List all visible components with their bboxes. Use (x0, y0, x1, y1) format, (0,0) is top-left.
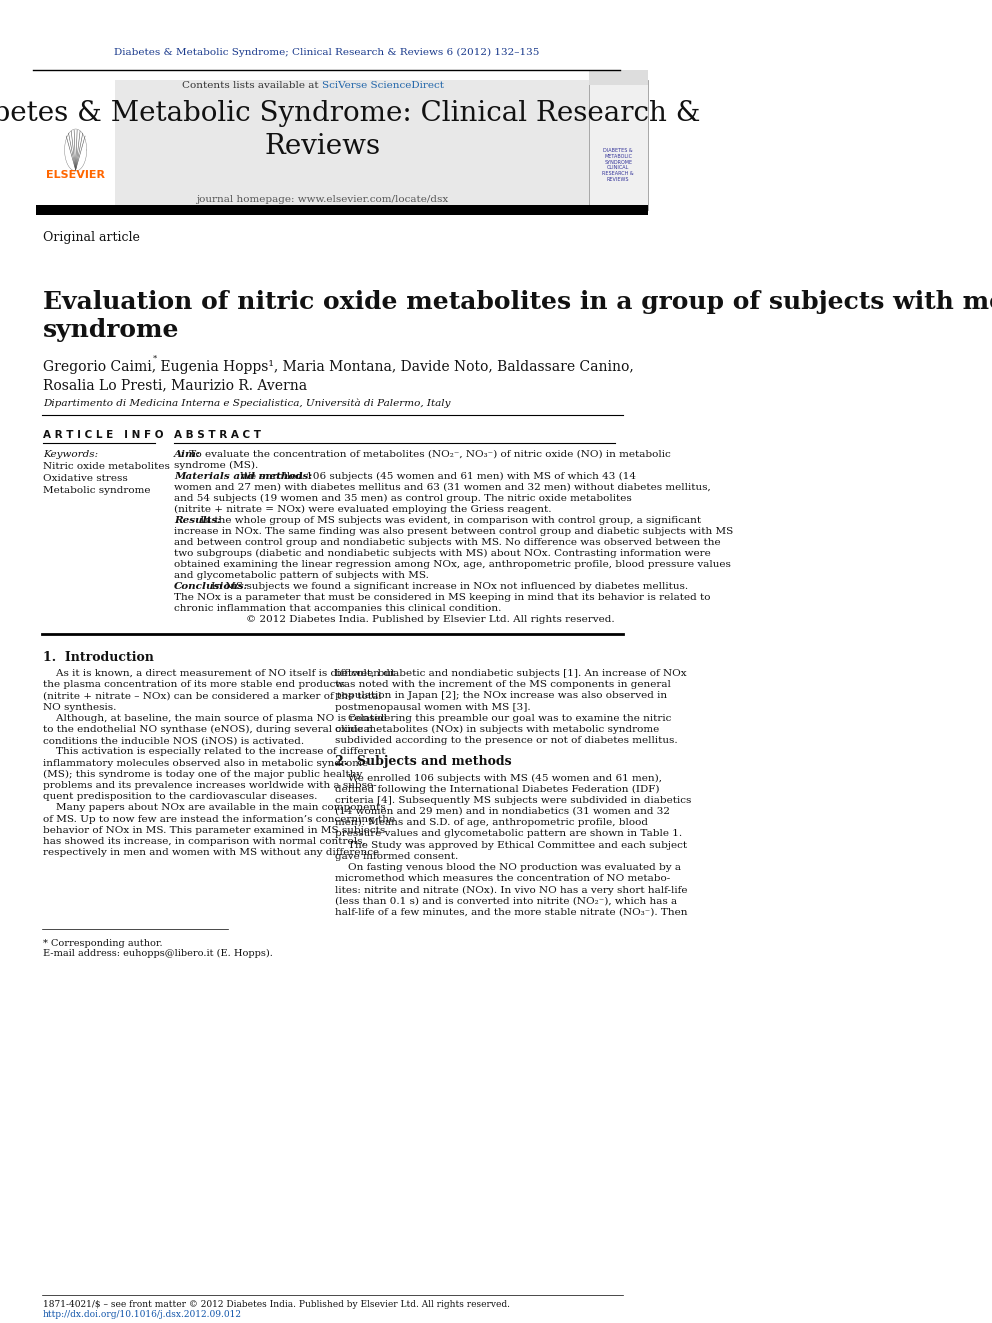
Text: SciVerse ScienceDirect: SciVerse ScienceDirect (322, 81, 444, 90)
Text: respectively in men and women with MS without any difference: respectively in men and women with MS wi… (43, 848, 379, 857)
Text: conditions the inducible NOS (iNOS) is activated.: conditions the inducible NOS (iNOS) is a… (43, 736, 304, 745)
Text: syndrome (MS).: syndrome (MS). (175, 460, 259, 470)
Text: The Study was approved by Ethical Committee and each subject: The Study was approved by Ethical Commit… (335, 840, 687, 849)
Text: Although, at baseline, the main source of plasma NO is related: Although, at baseline, the main source o… (43, 714, 387, 722)
Text: Conclusions:: Conclusions: (175, 582, 249, 591)
Text: ELSEVIER: ELSEVIER (47, 169, 105, 180)
Text: 1871-4021/$ – see front matter © 2012 Diabetes India. Published by Elsevier Ltd.: 1871-4021/$ – see front matter © 2012 Di… (43, 1301, 510, 1308)
Text: Materials and methods:: Materials and methods: (175, 472, 312, 482)
Text: population in Japan [2]; the NOx increase was also observed in: population in Japan [2]; the NOx increas… (335, 692, 668, 700)
Text: A R T I C L E   I N F O: A R T I C L E I N F O (43, 430, 164, 441)
Text: http://dx.doi.org/10.1016/j.dsx.2012.09.012: http://dx.doi.org/10.1016/j.dsx.2012.09.… (43, 1310, 242, 1319)
Text: and glycometabolic pattern of subjects with MS.: and glycometabolic pattern of subjects w… (175, 572, 430, 579)
Text: Evaluation of nitric oxide metabolites in a group of subjects with metabolic
syn: Evaluation of nitric oxide metabolites i… (43, 290, 992, 341)
Text: Metabolic syndrome: Metabolic syndrome (43, 486, 150, 495)
Text: (nitrite + nitrate = NOx) were evaluated employing the Griess reagent.: (nitrite + nitrate = NOx) were evaluated… (175, 505, 552, 515)
Text: Dipartimento di Medicina Interna e Specialistica, Università di Palermo, Italy: Dipartimento di Medicina Interna e Speci… (43, 398, 450, 407)
Text: problems and its prevalence increases worldwide with a subse-: problems and its prevalence increases wo… (43, 781, 376, 790)
Text: Diabetes & Metabolic Syndrome: Clinical Research &
Reviews: Diabetes & Metabolic Syndrome: Clinical … (0, 99, 700, 160)
Text: As it is known, a direct measurement of NO itself is difficult, but: As it is known, a direct measurement of … (43, 669, 395, 677)
Text: and 54 subjects (19 women and 35 men) as control group. The nitric oxide metabol: and 54 subjects (19 women and 35 men) as… (175, 493, 632, 503)
FancyBboxPatch shape (36, 79, 115, 210)
Text: © 2012 Diabetes India. Published by Elsevier Ltd. All rights reserved.: © 2012 Diabetes India. Published by Else… (246, 615, 615, 624)
Text: postmenopausal women with MS [3].: postmenopausal women with MS [3]. (335, 703, 531, 712)
Text: Gregorio Caimi, Eugenia Hopps¹, Maria Montana, Davide Noto, Baldassare Canino,
R: Gregorio Caimi, Eugenia Hopps¹, Maria Mo… (43, 360, 634, 393)
Text: was noted with the increment of the MS components in general: was noted with the increment of the MS c… (335, 680, 672, 689)
FancyBboxPatch shape (36, 79, 588, 210)
Text: * Corresponding author.: * Corresponding author. (43, 939, 163, 949)
FancyBboxPatch shape (36, 205, 648, 216)
Text: Keywords:: Keywords: (43, 450, 98, 459)
Text: behavior of NOx in MS. This parameter examined in MS subjects: behavior of NOx in MS. This parameter ex… (43, 826, 385, 835)
Text: Contents lists available at: Contents lists available at (183, 81, 322, 90)
Text: journal homepage: www.elsevier.com/locate/dsx: journal homepage: www.elsevier.com/locat… (196, 196, 448, 205)
Text: micromethod which measures the concentration of NO metabo-: micromethod which measures the concentra… (335, 875, 671, 884)
Text: between diabetic and nondiabetic subjects [1]. An increase of NOx: between diabetic and nondiabetic subject… (335, 669, 687, 677)
Text: and between control group and nondiabetic subjects with MS. No difference was ob: and between control group and nondiabeti… (175, 538, 721, 546)
Text: (less than 0.1 s) and is converted into nitrite (NO₂⁻), which has a: (less than 0.1 s) and is converted into … (335, 897, 678, 906)
Text: DIABETES &
METABOLIC
SYNDROME
CLINICAL
RESEARCH &
REVIEWS: DIABETES & METABOLIC SYNDROME CLINICAL R… (602, 148, 634, 183)
Text: *: * (153, 355, 157, 363)
Text: gave informed consent.: gave informed consent. (335, 852, 458, 861)
Text: Nitric oxide metabolites: Nitric oxide metabolites (43, 462, 170, 471)
Text: We enrolled 106 subjects (45 women and 61 men) with MS of which 43 (14: We enrolled 106 subjects (45 women and 6… (236, 472, 636, 482)
Text: In the whole group of MS subjects was evident, in comparison with control group,: In the whole group of MS subjects was ev… (196, 516, 701, 525)
Text: Original article: Original article (43, 232, 140, 245)
Text: (MS); this syndrome is today one of the major public healthy: (MS); this syndrome is today one of the … (43, 770, 362, 779)
Text: (nitrite + nitrate – NOx) can be considered a marker of the total: (nitrite + nitrate – NOx) can be conside… (43, 692, 381, 700)
Text: obtained examining the linear regression among NOx, age, anthropometric profile,: obtained examining the linear regression… (175, 560, 731, 569)
Text: 1.  Introduction: 1. Introduction (43, 651, 154, 664)
Text: half-life of a few minutes, and the more stable nitrate (NO₃⁻). Then: half-life of a few minutes, and the more… (335, 908, 687, 917)
Text: of MS. Up to now few are instead the information’s concerning the: of MS. Up to now few are instead the inf… (43, 815, 395, 824)
Text: lites: nitrite and nitrate (NOx). In vivo NO has a very short half-life: lites: nitrite and nitrate (NOx). In viv… (335, 885, 687, 894)
Text: Results:: Results: (175, 516, 221, 525)
Text: In MS subjects we found a significant increase in NOx not influenced by diabetes: In MS subjects we found a significant in… (208, 582, 688, 591)
Text: Oxidative stress: Oxidative stress (43, 474, 128, 483)
Text: chronic inflammation that accompanies this clinical condition.: chronic inflammation that accompanies th… (175, 605, 502, 613)
Text: 2.  Subjects and methods: 2. Subjects and methods (335, 755, 512, 769)
FancyBboxPatch shape (588, 70, 648, 85)
Text: Many papers about NOx are available in the main components: Many papers about NOx are available in t… (43, 803, 386, 812)
Text: men). Means and S.D. of age, anthropometric profile, blood: men). Means and S.D. of age, anthropomet… (335, 818, 649, 827)
Text: increase in NOx. The same finding was also present between control group and dia: increase in NOx. The same finding was al… (175, 527, 733, 536)
Text: A B S T R A C T: A B S T R A C T (175, 430, 261, 441)
Text: (14 women and 29 men) and in nondiabetics (31 women and 32: (14 women and 29 men) and in nondiabetic… (335, 807, 671, 816)
Text: criteria [4]. Subsequently MS subjects were subdivided in diabetics: criteria [4]. Subsequently MS subjects w… (335, 796, 691, 804)
Text: We enrolled 106 subjects with MS (45 women and 61 men),: We enrolled 106 subjects with MS (45 wom… (335, 774, 663, 782)
Text: has showed its increase, in comparison with normal controls,: has showed its increase, in comparison w… (43, 837, 365, 845)
Text: defined following the International Diabetes Federation (IDF): defined following the International Diab… (335, 785, 660, 794)
Text: E-mail address: euhopps@libero.it (E. Hopps).: E-mail address: euhopps@libero.it (E. Ho… (43, 949, 273, 958)
Text: subdivided according to the presence or not of diabetes mellitus.: subdivided according to the presence or … (335, 736, 679, 745)
Text: oxide metabolites (NOx) in subjects with metabolic syndrome: oxide metabolites (NOx) in subjects with… (335, 725, 660, 734)
Text: On fasting venous blood the NO production was evaluated by a: On fasting venous blood the NO productio… (335, 863, 682, 872)
Text: This activation is especially related to the increase of different: This activation is especially related to… (43, 747, 385, 757)
Text: women and 27 men) with diabetes mellitus and 63 (31 women and 32 men) without di: women and 27 men) with diabetes mellitus… (175, 483, 711, 492)
Text: inflammatory molecules observed also in metabolic syndrome: inflammatory molecules observed also in … (43, 758, 368, 767)
Text: NO synthesis.: NO synthesis. (43, 703, 116, 712)
Text: The NOx is a parameter that must be considered in MS keeping in mind that its be: The NOx is a parameter that must be cons… (175, 593, 711, 602)
Text: pressure values and glycometabolic pattern are shown in Table 1.: pressure values and glycometabolic patte… (335, 830, 682, 839)
Text: To evaluate the concentration of metabolites (NO₂⁻, NO₃⁻) of nitric oxide (NO) i: To evaluate the concentration of metabol… (186, 450, 671, 459)
Text: to the endothelial NO synthase (eNOS), during several clinical: to the endothelial NO synthase (eNOS), d… (43, 725, 373, 734)
Text: two subgroups (diabetic and nondiabetic subjects with MS) about NOx. Contrasting: two subgroups (diabetic and nondiabetic … (175, 549, 711, 558)
Text: Diabetes & Metabolic Syndrome; Clinical Research & Reviews 6 (2012) 132–135: Diabetes & Metabolic Syndrome; Clinical … (113, 48, 539, 57)
Text: quent predisposition to the cardiovascular diseases.: quent predisposition to the cardiovascul… (43, 792, 317, 802)
Text: Aim:: Aim: (175, 450, 201, 459)
Text: the plasma concentration of its more stable end products: the plasma concentration of its more sta… (43, 680, 345, 689)
Text: Considering this preamble our goal was to examine the nitric: Considering this preamble our goal was t… (335, 714, 672, 722)
FancyBboxPatch shape (588, 79, 648, 210)
